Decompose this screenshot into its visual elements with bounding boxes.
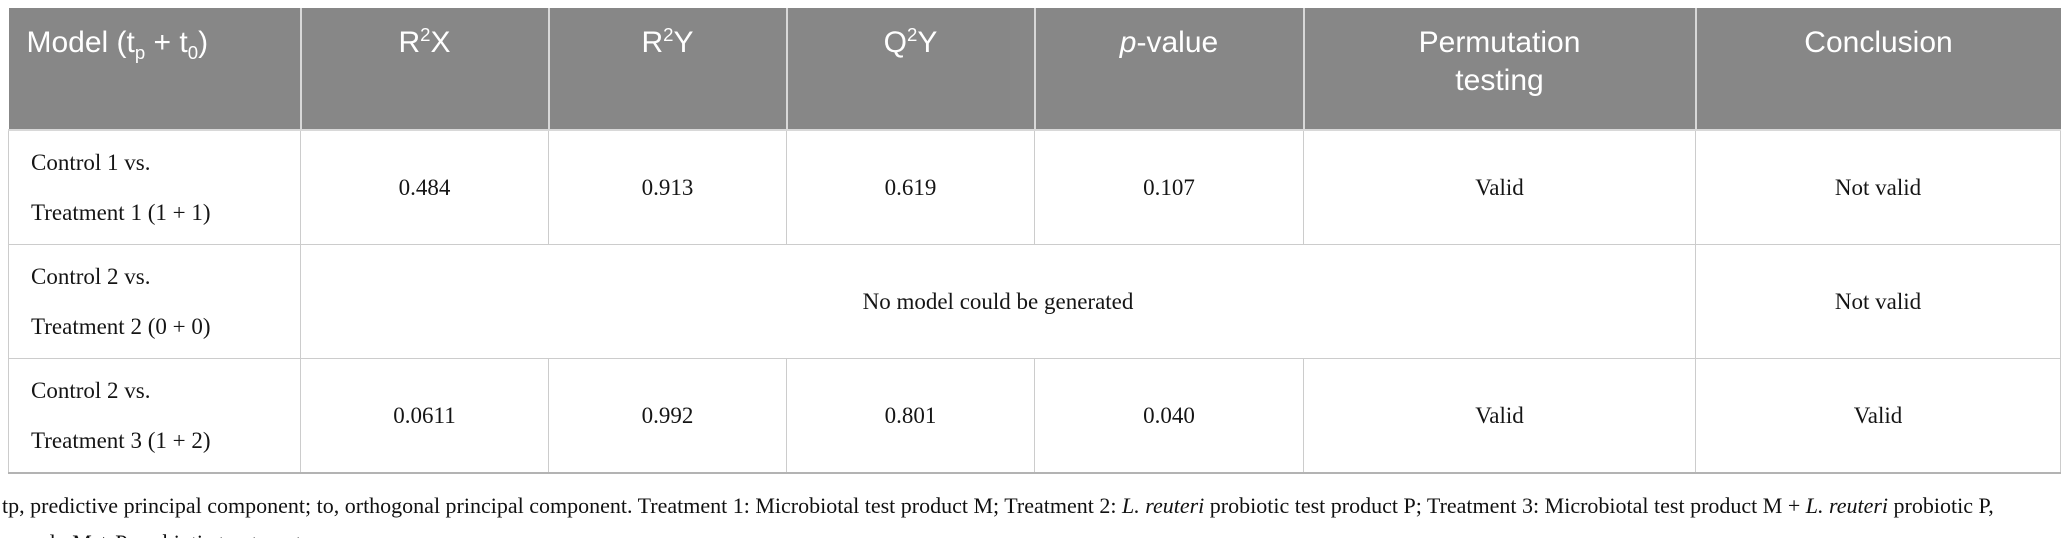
r2x-value: 0.484 [300,129,549,245]
permutation-result: Valid [1303,129,1696,245]
header-q2y: Q2Y [785,8,1035,130]
p-value: 0.040 [1034,358,1304,474]
footnote-segment: probiotic P, namely M + P synbiotic trea… [2,493,1994,538]
r2y-value: 0.913 [548,129,787,245]
header-r2x: R2X [299,8,549,130]
p-value: 0.107 [1034,129,1304,245]
header-permutation-testing: Permutation testing [1302,8,1696,130]
q2y-value: 0.619 [786,129,1035,245]
footnote-segment: probiotic test product P; Treatment 3: M… [1204,493,1806,518]
table-footnote: tp, predictive principal component; to, … [2,487,2060,538]
permutation-result: Valid [1303,358,1696,474]
conclusion-value: Not valid [1695,129,2061,245]
r2x-value: 0.0611 [300,358,549,474]
model-cell: Control 2 vs. Treatment 3 (1 + 2) [8,358,301,474]
table-header-row: Model (tp + t0) R2X R2Y Q2Y p-value Perm… [8,8,2061,130]
footnote-segment-species: L. reuteri [1805,493,1889,518]
footnote-segment-species: L. reuteri [1121,493,1205,518]
model-validation-table: Model (tp + t0) R2X R2Y Q2Y p-value Perm… [8,8,2061,474]
model-cell: Control 2 vs. Treatment 2 (0 + 0) [8,244,301,359]
no-model-message: No model could be generated [300,244,1696,359]
footnote-segment: tp, predictive principal component; to, … [2,493,1122,518]
model-cell: Control 1 vs. Treatment 1 (1 + 1) [8,129,301,245]
conclusion-value: Valid [1695,358,2061,474]
r2y-value: 0.992 [548,358,787,474]
header-r2y: R2Y [547,8,787,130]
table-row: Control 2 vs. Treatment 2 (0 + 0) No mode… [8,244,2061,359]
header-conclusion: Conclusion [1694,8,2061,130]
header-model: Model (tp + t0) [8,8,301,130]
q2y-value: 0.801 [786,358,1035,474]
header-p-value: p-value [1033,8,1304,130]
table-row: Control 2 vs. Treatment 3 (1 + 2) 0.0611 … [8,358,2061,474]
conclusion-value: Not valid [1695,244,2061,359]
table-row: Control 1 vs. Treatment 1 (1 + 1) 0.484 0… [8,129,2061,245]
